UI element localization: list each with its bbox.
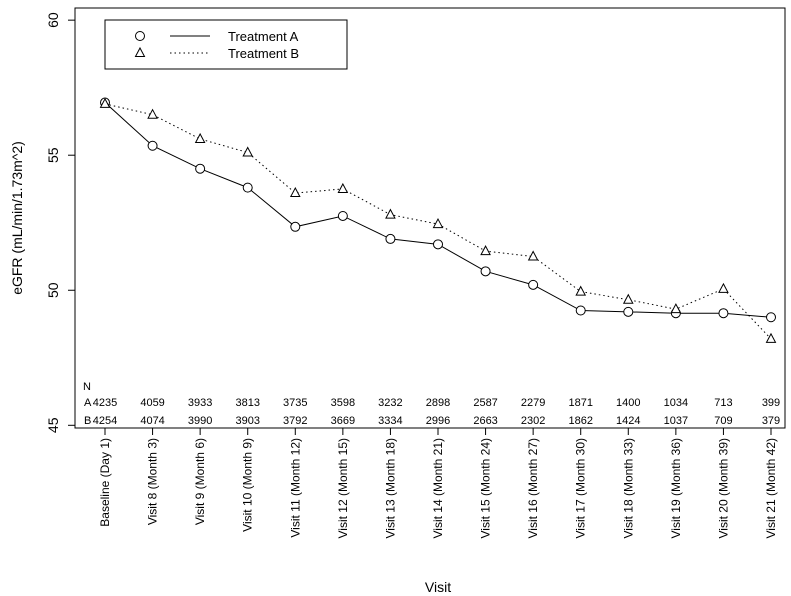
point <box>147 140 158 151</box>
n-count: 709 <box>714 415 732 427</box>
point <box>290 221 301 232</box>
point <box>623 306 634 317</box>
point <box>135 31 145 41</box>
x-tick-label: Visit 8 (Month 3) <box>146 438 160 525</box>
y-tick-label: 45 <box>45 417 61 433</box>
x-tick-label: Visit 21 (Month 42) <box>764 438 778 539</box>
point <box>575 285 587 296</box>
n-count: 4074 <box>140 415 164 427</box>
n-count: 713 <box>714 397 732 409</box>
n-count: 2996 <box>426 415 450 427</box>
n-header: N <box>83 381 91 393</box>
n-count: 2663 <box>473 415 497 427</box>
point <box>433 239 443 250</box>
legend-box <box>104 19 348 70</box>
point <box>242 146 254 157</box>
point <box>766 312 776 323</box>
point <box>385 208 396 219</box>
n-count: 4059 <box>140 397 164 409</box>
x-tick-label: Visit 15 (Month 24) <box>479 438 493 539</box>
n-count: 2587 <box>473 397 497 409</box>
n-count: 3669 <box>331 415 355 427</box>
n-count: 3735 <box>283 397 307 409</box>
x-axis-label: Visit <box>425 579 451 595</box>
y-tick-label: 55 <box>45 147 61 163</box>
point <box>242 182 253 193</box>
n-count: 1862 <box>568 415 592 427</box>
point <box>194 132 206 143</box>
y-axis-label: eGFR (mL/min/1.73m^2) <box>9 141 25 295</box>
x-tick-label: Visit 17 (Month 30) <box>574 438 588 539</box>
x-tick-label: Visit 9 (Month 6) <box>193 438 207 525</box>
n-count: 4254 <box>93 415 117 427</box>
n-count: 3990 <box>188 415 212 427</box>
legend-label: Treatment B <box>228 46 299 61</box>
n-count: 1034 <box>664 397 688 409</box>
n-count: 1037 <box>664 415 688 427</box>
n-count: 3598 <box>331 397 355 409</box>
legend-label: Treatment A <box>228 29 299 44</box>
series-line <box>104 102 772 318</box>
n-count: 1424 <box>616 415 640 427</box>
point <box>385 233 396 244</box>
x-tick-label: Visit 11 (Month 12) <box>288 438 302 538</box>
n-count: 2898 <box>426 397 450 409</box>
x-tick-label: Visit 10 (Month 9) <box>241 438 255 532</box>
n-row-label: A <box>84 397 92 409</box>
y-tick-label: 50 <box>45 282 61 298</box>
n-count: 1871 <box>568 397 592 409</box>
n-count: 399 <box>762 397 780 409</box>
point <box>527 250 539 261</box>
point <box>337 182 349 193</box>
point <box>575 305 586 316</box>
n-count: 379 <box>762 415 780 427</box>
n-count: 2302 <box>521 415 545 427</box>
x-tick-label: Visit 20 (Month 39) <box>716 438 730 539</box>
n-count: 2279 <box>521 397 545 409</box>
x-tick-label: Visit 16 (Month 27) <box>526 438 540 539</box>
n-count: 4235 <box>93 397 117 409</box>
x-tick-label: Visit 12 (Month 15) <box>336 438 350 539</box>
point <box>147 108 158 119</box>
point <box>718 282 729 293</box>
point <box>99 97 111 108</box>
point <box>432 218 444 229</box>
x-tick-label: Visit 19 (Month 36) <box>669 438 683 539</box>
point <box>622 293 634 304</box>
x-tick-label: Baseline (Day 1) <box>98 438 112 527</box>
point <box>765 332 777 343</box>
y-tick-label: 60 <box>45 12 61 28</box>
x-tick-label: Visit 14 (Month 21) <box>431 438 445 539</box>
n-count: 3903 <box>235 415 259 427</box>
n-count: 3232 <box>378 397 402 409</box>
n-count: 3792 <box>283 415 307 427</box>
n-count: 1400 <box>616 397 640 409</box>
point <box>134 46 146 57</box>
point <box>289 186 301 198</box>
x-tick-label: Visit 13 (Month 18) <box>383 438 397 539</box>
point <box>480 245 491 256</box>
n-count: 3334 <box>378 415 402 427</box>
point <box>670 303 682 314</box>
x-tick-label: Visit 18 (Month 33) <box>621 438 635 539</box>
point <box>195 163 206 174</box>
n-row-label: B <box>84 415 91 427</box>
n-count: 3933 <box>188 397 212 409</box>
point <box>480 266 491 277</box>
plot-frame <box>74 7 786 429</box>
point <box>337 210 348 221</box>
n-count: 3813 <box>235 397 259 409</box>
point <box>718 308 729 319</box>
point <box>528 279 539 290</box>
